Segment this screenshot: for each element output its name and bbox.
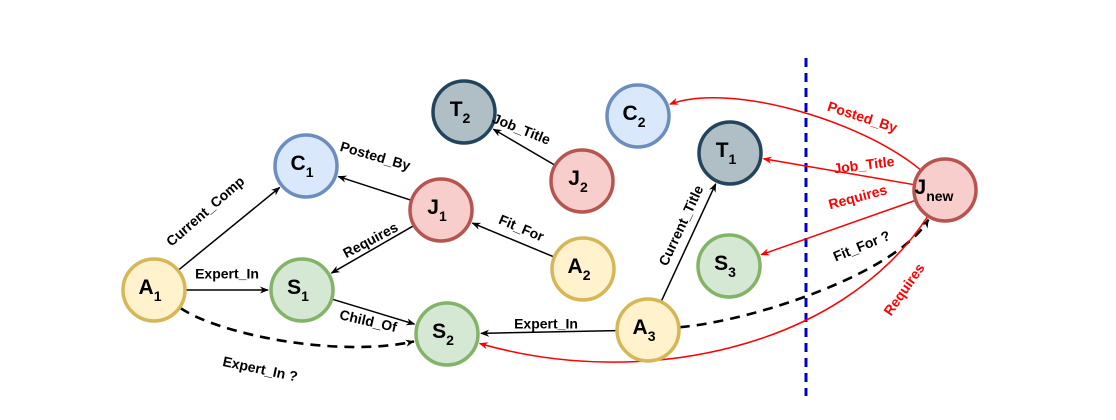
node-label-A1: A1 bbox=[139, 276, 162, 304]
node-label-J2: J2 bbox=[568, 167, 588, 195]
node-S1 bbox=[269, 257, 335, 323]
node-subscript-Jnew: new bbox=[926, 188, 953, 204]
edge-label-J2-T2: Job_Title bbox=[490, 110, 553, 148]
node-subscript-T2: 2 bbox=[463, 110, 471, 126]
node-letter-S1: S bbox=[287, 276, 301, 299]
edge-Jnew-S3 bbox=[760, 199, 916, 256]
node-label-A3: A3 bbox=[633, 316, 656, 344]
node-J1 bbox=[408, 177, 474, 243]
node-label-Jnew: Jnew bbox=[915, 176, 954, 204]
node-letter-T1: T bbox=[716, 139, 729, 162]
edge-A1-S2 bbox=[179, 306, 415, 349]
node-subscript-S1: 1 bbox=[301, 288, 309, 304]
node-A3 bbox=[615, 297, 681, 363]
edge-label-J1-C1: Posted_By bbox=[338, 138, 412, 173]
edge-A1-C1 bbox=[178, 186, 281, 271]
edge-A3-T1 bbox=[660, 183, 717, 302]
node-letter-C1: C bbox=[291, 152, 306, 175]
edge-label-Jnew-S3: Requires bbox=[827, 181, 889, 212]
node-letter-J1: J bbox=[427, 196, 439, 219]
node-label-S1: S1 bbox=[287, 276, 309, 304]
node-label-J1: J1 bbox=[427, 196, 447, 224]
node-letter-A1: A bbox=[139, 276, 154, 299]
edge-J1-S1 bbox=[330, 225, 414, 274]
edge-label-A1-C1: Current_Comp bbox=[163, 173, 247, 249]
edge-J2-T2 bbox=[492, 128, 555, 166]
node-label-C1: C1 bbox=[291, 152, 314, 180]
node-C1 bbox=[273, 133, 339, 199]
node-label-A2: A2 bbox=[568, 255, 591, 283]
edge-S1-S2 bbox=[332, 298, 416, 326]
node-subscript-J1: 1 bbox=[439, 208, 447, 224]
node-subscript-A2: 2 bbox=[583, 267, 591, 283]
edge-label-A1-S1: Expert_In bbox=[195, 266, 259, 282]
edge-J1-C1 bbox=[337, 175, 411, 201]
node-label-T1: T1 bbox=[716, 139, 737, 167]
node-letter-A3: A bbox=[633, 316, 648, 339]
node-subscript-A3: 3 bbox=[648, 328, 656, 344]
node-subscript-S3: 3 bbox=[728, 264, 736, 280]
node-S3 bbox=[696, 233, 762, 299]
node-J2 bbox=[549, 148, 615, 214]
node-subscript-C2: 2 bbox=[638, 114, 646, 130]
node-T1 bbox=[697, 120, 763, 186]
edge-A2-J1 bbox=[471, 222, 554, 258]
node-letter-Jnew: J bbox=[915, 176, 927, 199]
node-subscript-T1: 1 bbox=[729, 151, 737, 167]
node-subscript-S2: 2 bbox=[446, 332, 454, 348]
edge-Jnew-S2 bbox=[478, 216, 929, 363]
edge-A3-S2 bbox=[480, 329, 617, 337]
edge-Jnew-C2 bbox=[669, 97, 921, 171]
node-letter-S3: S bbox=[714, 252, 728, 275]
edge-label-A1-S2: Expert_In ? bbox=[221, 353, 299, 385]
node-A2 bbox=[550, 236, 616, 302]
node-label-S2: S2 bbox=[432, 320, 454, 348]
edge-label-Jnew-T1: Job_Title bbox=[832, 153, 895, 176]
node-label-T2: T2 bbox=[450, 98, 471, 126]
node-letter-A2: A bbox=[568, 255, 583, 278]
edge-label-A2-J1: Fit_For bbox=[497, 211, 547, 244]
node-S2 bbox=[414, 301, 480, 367]
edge-label-A3-S2: Expert_In bbox=[514, 316, 578, 332]
node-C2 bbox=[605, 83, 671, 149]
edge-label-Jnew-C2: Posted_By bbox=[826, 98, 900, 136]
edge-label-J1-S1: Requires bbox=[340, 219, 401, 261]
node-label-S3: S3 bbox=[714, 252, 736, 280]
edge-label-A3-Jnew: Fit_For ? bbox=[831, 227, 893, 264]
edge-label-Jnew-S2: Requires bbox=[880, 260, 928, 318]
node-subscript-A1: 1 bbox=[154, 288, 162, 304]
node-subscript-C1: 1 bbox=[306, 164, 314, 180]
node-letter-S2: S bbox=[432, 320, 446, 343]
node-letter-T2: T bbox=[450, 98, 463, 121]
node-T2 bbox=[431, 79, 497, 145]
node-label-C2: C2 bbox=[623, 102, 646, 130]
edge-Jnew-T1 bbox=[762, 156, 914, 186]
node-letter-J2: J bbox=[568, 167, 580, 190]
node-A1 bbox=[121, 257, 187, 323]
node-letter-C2: C bbox=[623, 102, 638, 125]
node-Jnew bbox=[912, 157, 978, 223]
node-subscript-J2: 2 bbox=[580, 179, 588, 195]
